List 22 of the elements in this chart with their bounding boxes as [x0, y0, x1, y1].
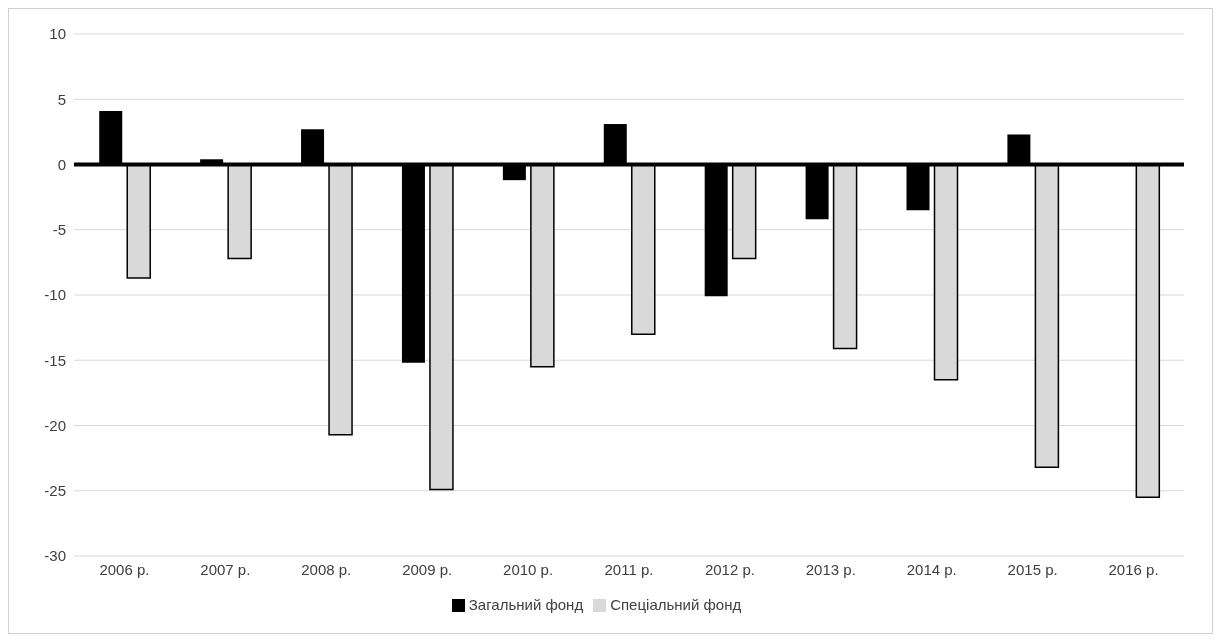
x-tick-label: 2012 р.: [704, 560, 755, 578]
x-tick-label: 2010 р.: [503, 560, 554, 578]
x-tick-label: 2014 р.: [906, 560, 957, 578]
x-tick-label: 2011 р.: [604, 560, 654, 578]
y-tick-label: -15: [44, 351, 66, 369]
legend-label: Загальний фонд: [468, 596, 584, 613]
x-tick-label: 2016 р.: [1108, 560, 1159, 578]
legend-label: Спеціальний фонд: [610, 596, 742, 613]
x-tick-label: 2006 р.: [99, 560, 150, 578]
x-tick-label: 2007 р.: [200, 560, 251, 578]
y-tick-label: 10: [49, 25, 66, 43]
y-tick-label: -25: [44, 482, 66, 500]
y-tick-label: -30: [44, 547, 66, 565]
x-tick-label: 2009 р.: [402, 560, 453, 578]
y-tick-label: -10: [44, 286, 66, 304]
y-tick-label: 5: [57, 90, 66, 108]
y-tick-label: -5: [52, 221, 66, 239]
x-tick-label: 2015 р.: [1007, 560, 1058, 578]
y-tick-label: 0: [57, 155, 66, 173]
x-tick-label: 2013 р.: [805, 560, 856, 578]
y-tick-label: -20: [44, 416, 66, 434]
x-tick-label: 2008 р.: [301, 560, 352, 578]
